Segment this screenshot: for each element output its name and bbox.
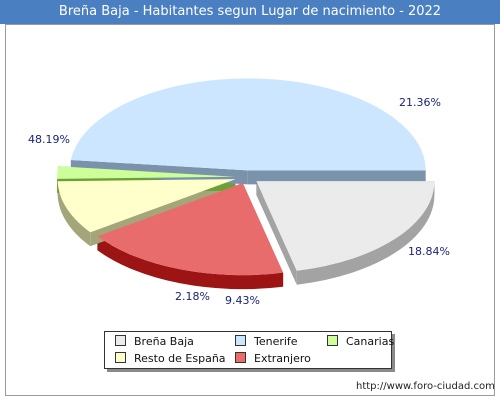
chart-legend: Breña Baja Tenerife Canarias Resto de Es… (104, 331, 394, 369)
legend-swatch (235, 352, 246, 363)
pie-slice-extranjero (97, 183, 284, 276)
chart-title: Breña Baja - Habitantes segun Lugar de n… (0, 0, 500, 24)
legend-item-brena-baja: Breña Baja (115, 335, 194, 348)
pie-slice-resto-de-espana (57, 179, 236, 233)
pie-wall-tenerife-1 (247, 170, 426, 185)
legend-label: Resto de España (134, 352, 226, 365)
pie-wall-brena-baja-1 (256, 181, 297, 285)
pie-slice-brena-baja (256, 181, 435, 271)
pct-label-canarias: 2.18% (175, 290, 210, 303)
pct-label-resto-espana: 9.43% (225, 294, 260, 307)
pie-slice-canarias (57, 166, 236, 179)
pie-side-brena-baja (296, 181, 435, 285)
legend-swatch (115, 335, 126, 346)
pie-side-extranjero (97, 236, 284, 290)
pct-label-brena-baja: 21.36% (399, 96, 441, 109)
legend-swatch (115, 352, 126, 363)
legend-label: Extranjero (254, 352, 311, 365)
pie-slice-tenerife (70, 78, 426, 171)
legend-label: Canarias (346, 335, 395, 348)
pie-side-resto-de-espana (57, 181, 91, 247)
legend-label: Breña Baja (134, 335, 194, 348)
legend-item-extranjero: Extranjero (235, 352, 311, 365)
legend-item-tenerife: Tenerife (235, 335, 298, 348)
legend-swatch (327, 335, 338, 346)
legend-label: Tenerife (254, 335, 298, 348)
pct-label-extranjero: 18.84% (408, 245, 450, 258)
legend-item-canarias: Canarias (327, 335, 394, 348)
pct-label-tenerife: 48.19% (28, 133, 70, 146)
legend-item-resto-espana: Resto de España (115, 352, 226, 365)
chart-frame (5, 24, 495, 396)
legend-swatch (235, 335, 246, 346)
pie-wall-tenerife-0 (70, 159, 248, 185)
source-url[interactable]: http://www.foro-ciudad.com (356, 381, 495, 392)
